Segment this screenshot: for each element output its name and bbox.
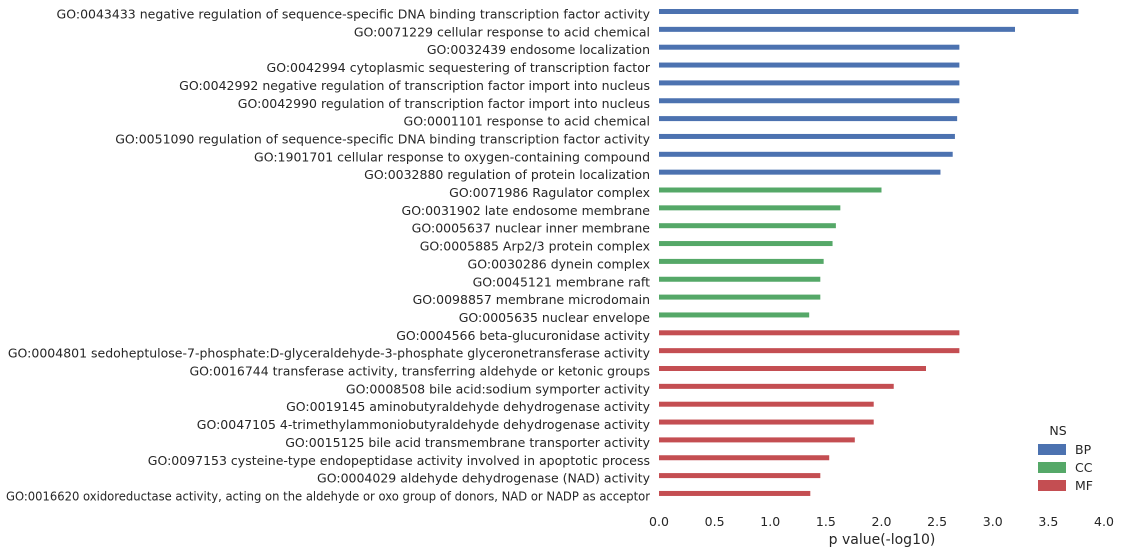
category-label: GO:0042990 regulation of transcription f… (238, 96, 650, 111)
bar-mf (659, 437, 855, 443)
category-label: GO:0042992 negative regulation of transc… (179, 78, 650, 93)
category-label: GO:0031902 late endosome membrane (402, 203, 651, 218)
category-label: GO:1901701 cellular response to oxygen-c… (254, 149, 650, 164)
category-label: GO:0098857 membrane microdomain (413, 292, 650, 307)
category-label: GO:0032880 regulation of protein localiz… (364, 167, 650, 182)
legend: NS BP CC MF (1038, 423, 1093, 493)
category-label: GO:0042994 cytoplasmic sequestering of t… (267, 60, 651, 75)
bar-cc (659, 187, 882, 193)
category-label: GO:0005637 nuclear inner membrane (412, 221, 651, 236)
x-tick-label: 4.0 (1094, 514, 1114, 529)
bar-mf (659, 330, 960, 336)
x-tick-label: 0.0 (649, 514, 669, 529)
category-label: GO:0032439 endosome localization (427, 42, 650, 57)
bar-cc (659, 312, 810, 318)
bar-cc (659, 294, 821, 300)
x-tick-label: 1.5 (816, 514, 836, 529)
category-label: GO:0001101 response to acid chemical (404, 114, 650, 129)
x-tick-label: 3.5 (1038, 514, 1058, 529)
category-labels: GO:0043433 negative regulation of sequen… (6, 7, 651, 504)
bar-mf (659, 419, 874, 425)
x-tick-label: 0.5 (705, 514, 725, 529)
category-label: GO:0097153 cysteine-type endopeptidase a… (148, 453, 650, 468)
legend-label-cc: CC (1075, 460, 1093, 475)
bars (659, 9, 1079, 496)
category-label: GO:0016744 transferase activity, transfe… (190, 364, 651, 379)
bar-bp (659, 9, 1079, 14)
bar-bp (659, 151, 953, 157)
bar-bp (659, 44, 960, 50)
category-label: GO:0015125 bile acid transmembrane trans… (285, 435, 650, 450)
category-label: GO:0045121 membrane raft (473, 274, 651, 289)
category-label: GO:0016620 oxidoreductase activity, acti… (6, 488, 651, 503)
bar-bp (659, 116, 958, 122)
x-axis-label: p value(-log10) (829, 532, 936, 548)
bar-cc (659, 223, 836, 229)
category-label: GO:0005885 Arp2/3 protein complex (420, 239, 650, 254)
bar-mf (659, 401, 874, 407)
bar-bp (659, 26, 1015, 32)
legend-title: NS (1049, 423, 1066, 438)
bar-mf (659, 473, 821, 479)
category-label: GO:0004801 sedoheptulose-7-phosphate:D-g… (8, 346, 651, 361)
category-label: GO:0043433 negative regulation of sequen… (57, 7, 651, 22)
bar-mf (659, 383, 894, 389)
x-axis-ticks: 0.0 0.5 1.0 1.5 2.0 2.5 3.0 3.5 4.0 (649, 514, 1114, 529)
category-label: GO:0047105 4-trimethylammoniobutyraldehy… (197, 417, 651, 432)
category-label: GO:0005635 nuclear envelope (459, 310, 651, 325)
bar-mf (659, 348, 960, 354)
x-tick-label: 2.0 (872, 514, 892, 529)
category-label: GO:0004566 beta-glucuronidase activity (396, 328, 650, 343)
bar-bp (659, 80, 960, 86)
bar-bp (659, 133, 955, 139)
category-label: GO:0071229 cellular response to acid che… (354, 24, 650, 39)
x-tick-label: 3.0 (983, 514, 1003, 529)
legend-label-mf: MF (1075, 478, 1093, 493)
bar-cc (659, 205, 841, 211)
legend-swatch-mf (1038, 480, 1066, 491)
category-label: GO:0030286 dynein complex (468, 256, 650, 271)
bar-mf (659, 490, 811, 496)
bar-cc (659, 241, 833, 247)
bar-bp (659, 98, 960, 104)
category-label: GO:0004029 aldehyde dehydrogenase (NAD) … (317, 471, 651, 486)
category-label: GO:0071986 Ragulator complex (449, 185, 650, 200)
bar-cc (659, 258, 824, 264)
legend-swatch-bp (1038, 444, 1066, 455)
bar-mf (659, 366, 926, 371)
legend-label-bp: BP (1075, 442, 1092, 457)
x-tick-label: 1.0 (760, 514, 780, 529)
category-label: GO:0019145 aminobutyraldehyde dehydrogen… (286, 399, 650, 414)
category-label: GO:0051090 regulation of sequence-specif… (115, 131, 650, 146)
bar-mf (659, 455, 830, 461)
x-tick-label: 2.5 (927, 514, 947, 529)
bar-bp (659, 169, 941, 175)
category-label: GO:0008508 bile acid:sodium symporter ac… (346, 381, 651, 396)
legend-swatch-cc (1038, 462, 1066, 473)
bar-cc (659, 276, 821, 282)
bar-bp (659, 62, 960, 68)
